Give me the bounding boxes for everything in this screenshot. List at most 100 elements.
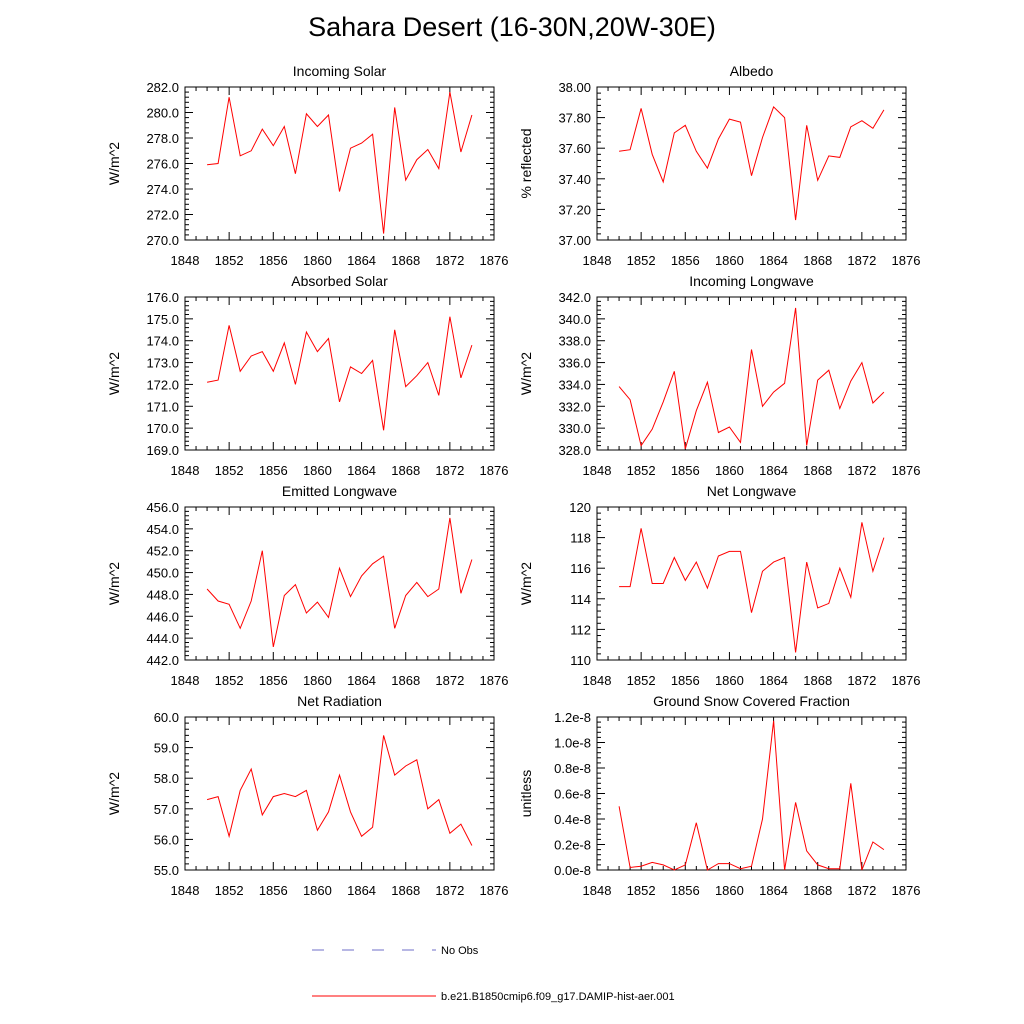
panel-incoming-longwave: Incoming Longwave W/m^2 1848 1852 1856 1860 18…	[518, 273, 920, 478]
y-tick-label: 330.0	[558, 421, 591, 436]
x-tick-label: 1856	[671, 883, 700, 898]
y-tick-label: 112	[570, 622, 591, 637]
panel-ground-snow-covered-fraction: Ground Snow Covered Fraction unitless 1848…	[518, 693, 920, 898]
x-tick-label: 1852	[215, 463, 244, 478]
x-tick-label: 1860	[303, 253, 332, 268]
y-tick-label: 456.0	[146, 500, 179, 515]
y-tick-label: 276.0	[146, 157, 179, 172]
y-tick-label: 37.00	[558, 233, 591, 248]
x-tick-label: 1876	[480, 883, 509, 898]
y-tick-label: 272.0	[146, 208, 179, 223]
x-tick-label: 1868	[803, 883, 832, 898]
x-tick-label: 1868	[391, 253, 420, 268]
series-line	[618, 307, 885, 450]
x-tick-label: 1864	[347, 883, 376, 898]
x-tick-label: 1860	[715, 253, 744, 268]
y-axis-label: % reflected	[518, 128, 534, 198]
x-tick-label: 1852	[627, 673, 656, 688]
panel-title: Emitted Longwave	[282, 483, 397, 499]
y-tick-label: 332.0	[558, 399, 591, 414]
y-tick-label: 336.0	[558, 356, 591, 371]
y-tick-label: 174.0	[146, 334, 179, 349]
x-tick-label: 1848	[171, 883, 200, 898]
y-tick-label: 56.0	[154, 832, 179, 847]
y-tick-label: 175.0	[146, 312, 179, 327]
y-tick-label: 0.4e-8	[554, 812, 591, 827]
y-tick-label: 37.80	[558, 111, 591, 126]
x-tick-label: 1852	[215, 253, 244, 268]
x-tick-label: 1864	[759, 253, 788, 268]
x-tick-label: 1860	[715, 883, 744, 898]
x-tick-label: 1848	[171, 253, 200, 268]
y-tick-label: 114	[570, 592, 591, 607]
y-tick-label: 58.0	[154, 771, 179, 786]
y-tick-label: 328.0	[558, 443, 591, 458]
x-tick-label: 1876	[892, 253, 921, 268]
y-tick-label: 173.0	[146, 356, 179, 371]
x-tick-label: 1848	[583, 673, 612, 688]
panel-title: Net Longwave	[707, 483, 797, 499]
y-tick-label: 442.0	[146, 653, 179, 668]
panel-title: Albedo	[730, 63, 774, 79]
y-tick-label: 171.0	[146, 399, 179, 414]
y-tick-label: 334.0	[558, 377, 591, 392]
y-tick-label: 454.0	[146, 522, 179, 537]
y-tick-label: 0.6e-8	[554, 787, 591, 802]
series-line	[619, 106, 885, 221]
y-tick-label: 169.0	[146, 443, 179, 458]
x-tick-label: 1848	[583, 253, 612, 268]
x-tick-label: 1872	[435, 463, 464, 478]
y-tick-label: 338.0	[558, 334, 591, 349]
x-tick-label: 1872	[435, 883, 464, 898]
x-tick-label: 1872	[847, 253, 876, 268]
x-tick-label: 1856	[671, 253, 700, 268]
x-tick-label: 1872	[847, 883, 876, 898]
panel-absorbed-solar: Absorbed Solar W/m^2 1848 1852 1856 1860 1864 1…	[106, 273, 508, 478]
y-axis-label: W/m^2	[518, 562, 534, 605]
y-tick-label: 116	[570, 561, 591, 576]
x-tick-label: 1868	[391, 463, 420, 478]
panel-albedo: Albedo % reflected 1848 1852 1856 1860 1864 186…	[518, 63, 920, 268]
x-tick-label: 1864	[759, 673, 788, 688]
x-tick-label: 1872	[847, 463, 876, 478]
y-tick-label: 274.0	[146, 182, 179, 197]
figure-title: Sahara Desert (16-30N,20W-30E)	[308, 12, 716, 42]
y-tick-label: 0.8e-8	[554, 761, 591, 776]
x-tick-label: 1852	[627, 883, 656, 898]
x-tick-label: 1856	[259, 883, 288, 898]
y-tick-label: 57.0	[154, 802, 179, 817]
series-line	[206, 517, 473, 648]
y-tick-label: 59.0	[154, 741, 179, 756]
x-tick-label: 1876	[892, 673, 921, 688]
y-tick-label: 280.0	[146, 106, 179, 121]
series-line	[619, 522, 885, 653]
x-tick-label: 1852	[627, 463, 656, 478]
y-tick-label: 118	[570, 531, 591, 546]
panel-title: Net Radiation	[297, 693, 382, 709]
panel-net-longwave: Net Longwave W/m^2 1848 1852 1856 1860 1864 186…	[518, 483, 920, 688]
y-tick-label: 37.60	[558, 141, 591, 156]
x-tick-label: 1864	[347, 463, 376, 478]
y-axis-label: W/m^2	[106, 562, 122, 605]
panel-incoming-solar: Incoming Solar W/m^2 1848 1852 1856 1860 1864 1…	[106, 63, 508, 268]
series-line	[618, 720, 885, 871]
x-tick-label: 1864	[759, 463, 788, 478]
y-tick-label: 172.0	[146, 377, 179, 392]
panel-emitted-longwave: Emitted Longwave W/m^2 1848 1852 1856 1860 186…	[106, 483, 508, 688]
y-tick-label: 176.0	[146, 290, 179, 305]
plot-frame	[184, 296, 495, 451]
y-tick-label: 1.0e-8	[554, 736, 591, 751]
x-tick-label: 1864	[347, 253, 376, 268]
x-tick-label: 1872	[847, 673, 876, 688]
panel-title: Ground Snow Covered Fraction	[653, 693, 850, 709]
x-tick-label: 1864	[347, 673, 376, 688]
x-tick-label: 1868	[803, 253, 832, 268]
x-tick-label: 1864	[759, 883, 788, 898]
x-tick-label: 1860	[715, 673, 744, 688]
x-tick-label: 1876	[892, 883, 921, 898]
x-tick-label: 1848	[583, 463, 612, 478]
series-line	[206, 735, 473, 846]
x-tick-label: 1876	[480, 673, 509, 688]
y-tick-label: 38.00	[558, 80, 591, 95]
